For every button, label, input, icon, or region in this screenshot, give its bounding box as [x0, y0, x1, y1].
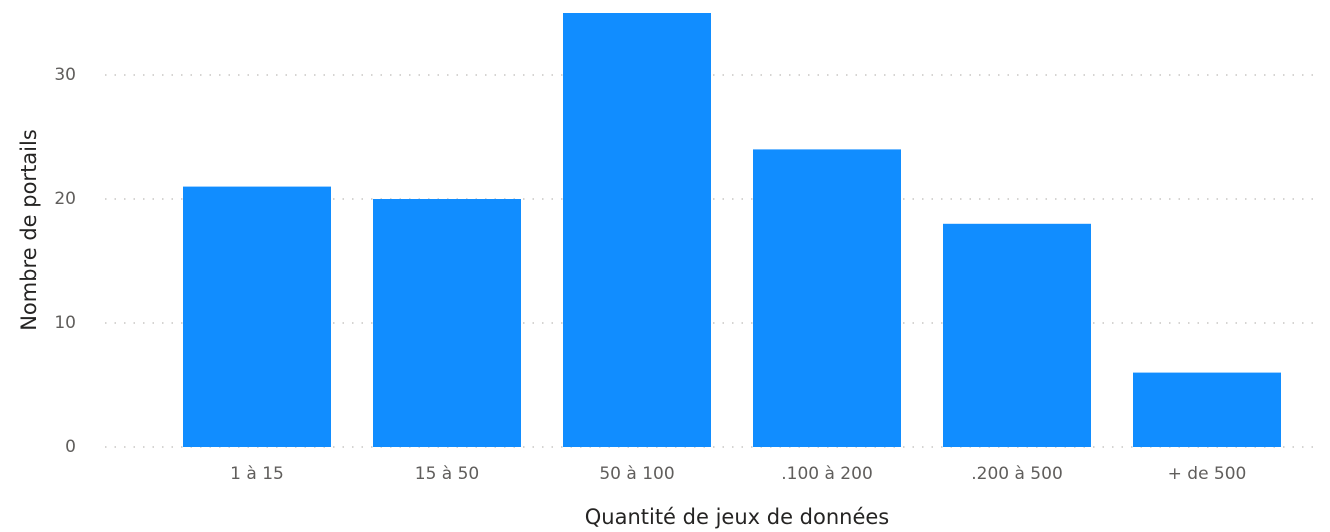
- y-axis-title: Nombre de portails: [17, 129, 41, 331]
- y-tick-label: 20: [54, 189, 76, 209]
- bar: [563, 13, 711, 447]
- y-tick-label: 10: [54, 313, 76, 333]
- bar: [753, 149, 901, 447]
- x-tick-label: .100 à 200: [781, 464, 873, 484]
- bar: [943, 223, 1091, 447]
- y-tick-label: 0: [65, 437, 76, 457]
- x-tick-label: 1 à 15: [230, 464, 284, 484]
- bar: [183, 186, 331, 447]
- bar: [1133, 372, 1281, 447]
- x-tick-label: 50 à 100: [599, 464, 674, 484]
- x-axis-title: Quantité de jeux de données: [585, 505, 890, 529]
- x-tick-label: .200 à 500: [971, 464, 1063, 484]
- x-tick-label: + de 500: [1168, 464, 1247, 484]
- bar: [373, 199, 521, 447]
- x-tick-label: 15 à 50: [415, 464, 480, 484]
- y-tick-label: 30: [54, 65, 76, 85]
